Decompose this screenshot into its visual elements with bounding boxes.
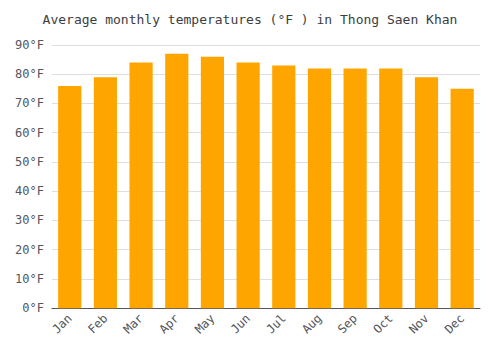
svg-text:60°F: 60°F bbox=[15, 126, 44, 140]
svg-text:30°F: 30°F bbox=[15, 213, 44, 227]
svg-text:Apr: Apr bbox=[156, 311, 181, 336]
svg-text:Jul: Jul bbox=[264, 311, 289, 336]
svg-text:90°F: 90°F bbox=[15, 38, 44, 52]
svg-text:20°F: 20°F bbox=[15, 243, 44, 257]
svg-text:Jan: Jan bbox=[49, 311, 74, 336]
svg-text:0°F: 0°F bbox=[22, 301, 44, 315]
svg-text:50°F: 50°F bbox=[15, 155, 44, 169]
svg-text:Sep: Sep bbox=[335, 311, 360, 336]
svg-text:70°F: 70°F bbox=[15, 96, 44, 110]
svg-text:May: May bbox=[192, 311, 217, 336]
svg-text:Average monthly temperatures (: Average monthly temperatures (°F ) in Th… bbox=[43, 12, 458, 27]
svg-text:Aug: Aug bbox=[299, 311, 324, 336]
svg-text:Jun: Jun bbox=[228, 311, 253, 336]
svg-text:Dec: Dec bbox=[442, 311, 467, 336]
svg-text:40°F: 40°F bbox=[15, 184, 44, 198]
svg-text:80°F: 80°F bbox=[15, 67, 44, 81]
svg-text:10°F: 10°F bbox=[15, 272, 44, 286]
svg-text:Oct: Oct bbox=[371, 311, 396, 336]
svg-text:Feb: Feb bbox=[85, 311, 110, 336]
svg-text:Mar: Mar bbox=[121, 311, 146, 336]
svg-text:Nov: Nov bbox=[406, 311, 431, 336]
